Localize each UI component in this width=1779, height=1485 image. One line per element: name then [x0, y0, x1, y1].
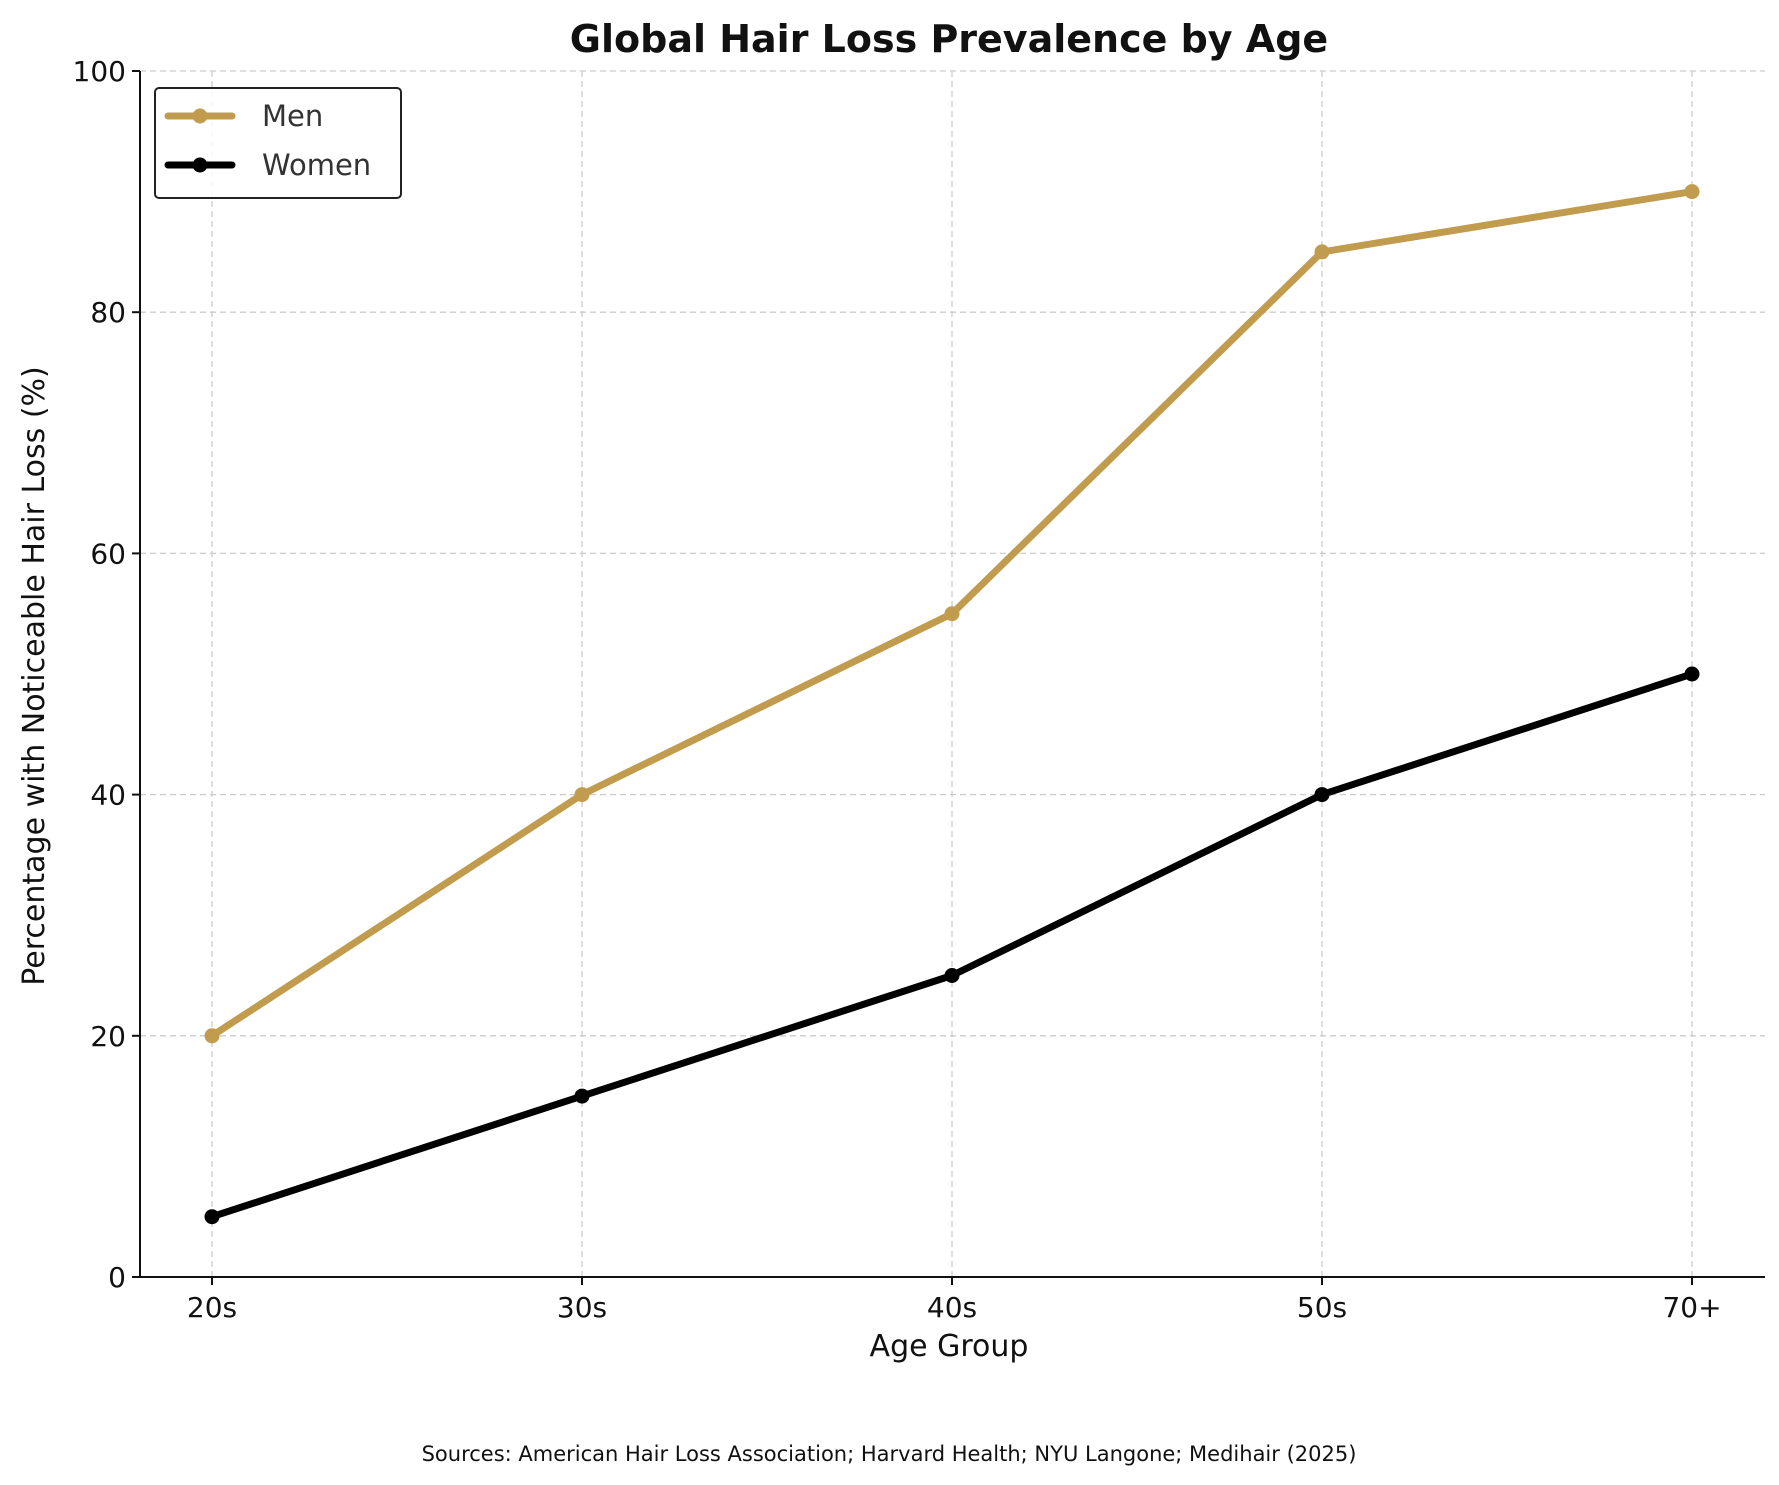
y-tick-label: 0 — [108, 1261, 126, 1294]
x-tick-label: 50s — [1297, 1291, 1347, 1324]
data-point-men — [574, 787, 590, 803]
data-point-women — [204, 1209, 220, 1225]
y-ticks: 0 20 40 60 80 100 — [73, 55, 140, 1294]
y-axis-label: Percentage with Noticeable Hair Loss (%) — [17, 366, 52, 985]
y-tick-label: 40 — [90, 779, 126, 812]
y-tick-label: 80 — [90, 296, 126, 329]
legend-marker-women — [192, 157, 208, 173]
data-point-men — [944, 606, 960, 622]
y-tick-label: 20 — [90, 1020, 126, 1053]
legend-item-men: Men — [164, 99, 323, 133]
y-tick-label: 100 — [73, 55, 126, 88]
series-men — [204, 184, 1700, 1044]
data-point-men — [1684, 184, 1700, 200]
chart-title: Global Hair Loss Prevalence by Age — [570, 17, 1328, 61]
data-point-women — [1684, 666, 1700, 682]
data-point-women — [944, 968, 960, 983]
source-note: Sources: American Hair Loss Association;… — [422, 1442, 1357, 1466]
data-point-women — [574, 1088, 590, 1104]
series-women — [204, 666, 1700, 1225]
x-tick-label: 70+ — [1662, 1291, 1721, 1324]
x-tick-label: 30s — [557, 1291, 607, 1324]
x-tick-label: 40s — [927, 1291, 977, 1324]
data-point-women — [1314, 787, 1330, 803]
legend-item-women: Women — [164, 148, 371, 182]
legend-marker-men — [192, 108, 208, 124]
x-tick-label: 20s — [187, 1291, 237, 1324]
y-tick-label: 60 — [90, 537, 126, 570]
grid-layer — [140, 70, 1765, 1277]
legend: Men Women — [154, 87, 402, 199]
legend-label-women: Women — [262, 148, 371, 182]
x-axis-label: Age Group — [870, 1329, 1029, 1364]
series-layer — [204, 184, 1700, 1225]
data-point-men — [204, 1028, 220, 1044]
data-point-men — [1314, 244, 1330, 260]
x-ticks: 20s 30s 40s 50s 70+ — [187, 1277, 1722, 1324]
legend-label-men: Men — [262, 99, 323, 133]
